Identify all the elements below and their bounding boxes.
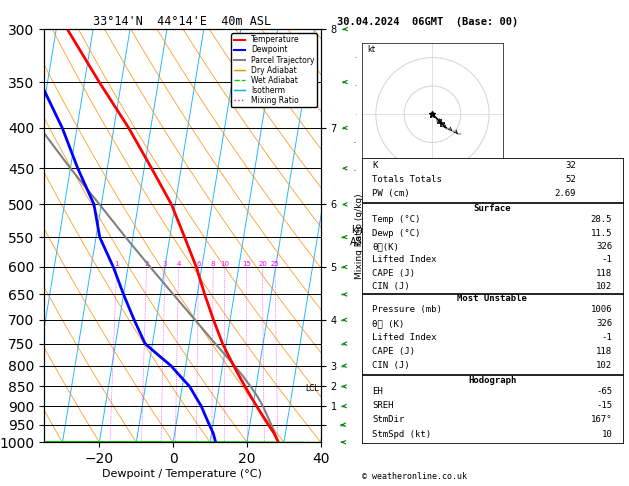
Text: Lifted Index: Lifted Index	[372, 333, 437, 342]
Text: -1: -1	[601, 255, 612, 264]
Text: StmSpd (kt): StmSpd (kt)	[372, 430, 431, 439]
Text: 6: 6	[196, 261, 201, 267]
Text: 102: 102	[596, 282, 612, 291]
Text: 10: 10	[601, 430, 612, 439]
Text: Surface: Surface	[474, 204, 511, 213]
Text: 2: 2	[145, 261, 149, 267]
Text: Hodograph: Hodograph	[468, 376, 516, 385]
Text: 11.5: 11.5	[591, 229, 612, 238]
Y-axis label: km
ASL: km ASL	[350, 225, 368, 246]
Text: CIN (J): CIN (J)	[372, 282, 409, 291]
Text: EH: EH	[372, 387, 383, 396]
Text: Mixing Ratio (g/kg): Mixing Ratio (g/kg)	[355, 193, 364, 278]
Text: 326: 326	[596, 319, 612, 328]
Text: PW (cm): PW (cm)	[372, 189, 409, 198]
Text: 167°: 167°	[591, 416, 612, 424]
Text: 15: 15	[242, 261, 251, 267]
Text: 1006: 1006	[591, 305, 612, 314]
Text: kt: kt	[367, 45, 376, 54]
Legend: Temperature, Dewpoint, Parcel Trajectory, Dry Adiabat, Wet Adiabat, Isotherm, Mi: Temperature, Dewpoint, Parcel Trajectory…	[231, 33, 317, 107]
Text: Totals Totals: Totals Totals	[372, 174, 442, 184]
Text: Lifted Index: Lifted Index	[372, 255, 437, 264]
Text: Dewp (°C): Dewp (°C)	[372, 229, 421, 238]
Title: 33°14'N  44°14'E  40m ASL: 33°14'N 44°14'E 40m ASL	[93, 15, 272, 28]
Text: 10: 10	[220, 261, 230, 267]
Text: 8: 8	[211, 261, 216, 267]
Text: CAPE (J): CAPE (J)	[372, 269, 415, 278]
Text: 118: 118	[596, 269, 612, 278]
Text: 25: 25	[271, 261, 279, 267]
Text: © weatheronline.co.uk: © weatheronline.co.uk	[362, 472, 467, 481]
Text: StmDir: StmDir	[372, 416, 404, 424]
Text: 2.69: 2.69	[554, 189, 576, 198]
Text: -1: -1	[601, 333, 612, 342]
Text: 3: 3	[163, 261, 167, 267]
Text: 1: 1	[114, 261, 119, 267]
Text: 20: 20	[258, 261, 267, 267]
Text: Pressure (mb): Pressure (mb)	[372, 305, 442, 314]
Text: -15: -15	[596, 401, 612, 410]
Text: K: K	[372, 160, 377, 170]
Text: 4: 4	[177, 261, 181, 267]
Text: 326: 326	[596, 242, 612, 251]
Text: Most Unstable: Most Unstable	[457, 294, 527, 303]
Text: 28.5: 28.5	[591, 215, 612, 225]
Text: Temp (°C): Temp (°C)	[372, 215, 421, 225]
Text: LCL: LCL	[305, 384, 319, 393]
Text: CIN (J): CIN (J)	[372, 361, 409, 370]
Text: θᴄ(K): θᴄ(K)	[372, 242, 399, 251]
Text: SREH: SREH	[372, 401, 394, 410]
Text: 102: 102	[596, 361, 612, 370]
Text: 30.04.2024  06GMT  (Base: 00): 30.04.2024 06GMT (Base: 00)	[337, 17, 518, 27]
Text: CAPE (J): CAPE (J)	[372, 347, 415, 356]
Text: 32: 32	[565, 160, 576, 170]
Text: 118: 118	[596, 347, 612, 356]
Text: 52: 52	[565, 174, 576, 184]
Text: θᴄ (K): θᴄ (K)	[372, 319, 404, 328]
Text: -65: -65	[596, 387, 612, 396]
X-axis label: Dewpoint / Temperature (°C): Dewpoint / Temperature (°C)	[103, 469, 262, 479]
